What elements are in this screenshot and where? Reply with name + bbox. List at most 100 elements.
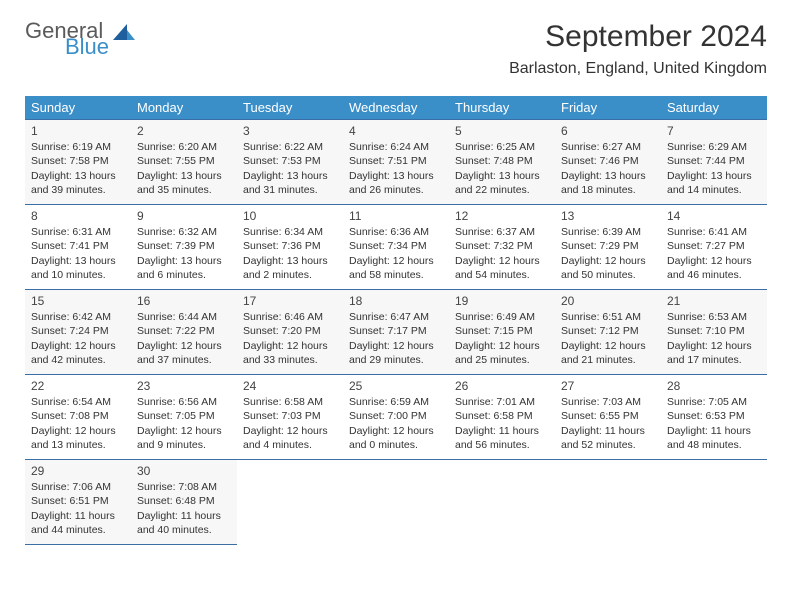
calendar-table: Sunday Monday Tuesday Wednesday Thursday… xyxy=(25,96,767,545)
daylight-text: Daylight: 12 hours and 33 minutes. xyxy=(243,339,337,367)
day-cell: 1Sunrise: 6:19 AMSunset: 7:58 PMDaylight… xyxy=(25,120,131,205)
day-number: 5 xyxy=(455,123,549,139)
daylight-text: Daylight: 13 hours and 22 minutes. xyxy=(455,169,549,197)
sunset-text: Sunset: 7:10 PM xyxy=(667,324,761,338)
sunset-text: Sunset: 6:51 PM xyxy=(31,494,125,508)
sunset-text: Sunset: 7:22 PM xyxy=(137,324,231,338)
sunrise-text: Sunrise: 6:47 AM xyxy=(349,310,443,324)
sunset-text: Sunset: 7:41 PM xyxy=(31,239,125,253)
day-cell: 17Sunrise: 6:46 AMSunset: 7:20 PMDayligh… xyxy=(237,290,343,375)
logo: General Blue xyxy=(25,20,135,58)
sunset-text: Sunset: 7:48 PM xyxy=(455,154,549,168)
daylight-text: Daylight: 13 hours and 26 minutes. xyxy=(349,169,443,197)
daylight-text: Daylight: 13 hours and 2 minutes. xyxy=(243,254,337,282)
sunrise-text: Sunrise: 6:29 AM xyxy=(667,140,761,154)
daylight-text: Daylight: 12 hours and 54 minutes. xyxy=(455,254,549,282)
sunrise-text: Sunrise: 6:20 AM xyxy=(137,140,231,154)
sunrise-text: Sunrise: 6:37 AM xyxy=(455,225,549,239)
sunrise-text: Sunrise: 7:01 AM xyxy=(455,395,549,409)
day-number: 16 xyxy=(137,293,231,309)
day-cell: 3Sunrise: 6:22 AMSunset: 7:53 PMDaylight… xyxy=(237,120,343,205)
day-cell: 9Sunrise: 6:32 AMSunset: 7:39 PMDaylight… xyxy=(131,205,237,290)
day-cell xyxy=(555,460,661,545)
day-cell: 29Sunrise: 7:06 AMSunset: 6:51 PMDayligh… xyxy=(25,460,131,545)
sunrise-text: Sunrise: 6:31 AM xyxy=(31,225,125,239)
day-number: 17 xyxy=(243,293,337,309)
daylight-text: Daylight: 13 hours and 39 minutes. xyxy=(31,169,125,197)
daylight-text: Daylight: 12 hours and 58 minutes. xyxy=(349,254,443,282)
day-cell: 24Sunrise: 6:58 AMSunset: 7:03 PMDayligh… xyxy=(237,375,343,460)
sunrise-text: Sunrise: 6:49 AM xyxy=(455,310,549,324)
sunset-text: Sunset: 7:17 PM xyxy=(349,324,443,338)
logo-word2: Blue xyxy=(65,36,109,58)
sunrise-text: Sunrise: 6:59 AM xyxy=(349,395,443,409)
day-number: 22 xyxy=(31,378,125,394)
day-cell: 23Sunrise: 6:56 AMSunset: 7:05 PMDayligh… xyxy=(131,375,237,460)
sunrise-text: Sunrise: 6:19 AM xyxy=(31,140,125,154)
day-number: 13 xyxy=(561,208,655,224)
day-number: 7 xyxy=(667,123,761,139)
sunrise-text: Sunrise: 6:51 AM xyxy=(561,310,655,324)
daylight-text: Daylight: 12 hours and 0 minutes. xyxy=(349,424,443,452)
day-number: 14 xyxy=(667,208,761,224)
day-cell: 10Sunrise: 6:34 AMSunset: 7:36 PMDayligh… xyxy=(237,205,343,290)
sunrise-text: Sunrise: 6:32 AM xyxy=(137,225,231,239)
sunrise-text: Sunrise: 6:34 AM xyxy=(243,225,337,239)
daylight-text: Daylight: 13 hours and 35 minutes. xyxy=(137,169,231,197)
sunset-text: Sunset: 7:12 PM xyxy=(561,324,655,338)
day-cell: 19Sunrise: 6:49 AMSunset: 7:15 PMDayligh… xyxy=(449,290,555,375)
daylight-text: Daylight: 11 hours and 56 minutes. xyxy=(455,424,549,452)
sunset-text: Sunset: 7:05 PM xyxy=(137,409,231,423)
col-tuesday: Tuesday xyxy=(237,96,343,120)
daylight-text: Daylight: 12 hours and 29 minutes. xyxy=(349,339,443,367)
sunrise-text: Sunrise: 7:08 AM xyxy=(137,480,231,494)
day-cell xyxy=(661,460,767,545)
day-cell: 12Sunrise: 6:37 AMSunset: 7:32 PMDayligh… xyxy=(449,205,555,290)
day-number: 11 xyxy=(349,208,443,224)
sunset-text: Sunset: 7:39 PM xyxy=(137,239,231,253)
header: General Blue September 2024 Barlaston, E… xyxy=(25,20,767,78)
sail-icon xyxy=(113,22,135,49)
daylight-text: Daylight: 13 hours and 6 minutes. xyxy=(137,254,231,282)
week-row: 22Sunrise: 6:54 AMSunset: 7:08 PMDayligh… xyxy=(25,375,767,460)
day-number: 26 xyxy=(455,378,549,394)
day-header-row: Sunday Monday Tuesday Wednesday Thursday… xyxy=(25,96,767,120)
day-cell: 5Sunrise: 6:25 AMSunset: 7:48 PMDaylight… xyxy=(449,120,555,205)
day-number: 10 xyxy=(243,208,337,224)
day-number: 1 xyxy=(31,123,125,139)
day-number: 23 xyxy=(137,378,231,394)
sunrise-text: Sunrise: 6:39 AM xyxy=(561,225,655,239)
sunset-text: Sunset: 7:55 PM xyxy=(137,154,231,168)
day-number: 12 xyxy=(455,208,549,224)
sunrise-text: Sunrise: 6:42 AM xyxy=(31,310,125,324)
col-friday: Friday xyxy=(555,96,661,120)
daylight-text: Daylight: 12 hours and 25 minutes. xyxy=(455,339,549,367)
day-cell: 13Sunrise: 6:39 AMSunset: 7:29 PMDayligh… xyxy=(555,205,661,290)
day-cell: 6Sunrise: 6:27 AMSunset: 7:46 PMDaylight… xyxy=(555,120,661,205)
day-cell: 28Sunrise: 7:05 AMSunset: 6:53 PMDayligh… xyxy=(661,375,767,460)
sunrise-text: Sunrise: 6:22 AM xyxy=(243,140,337,154)
sunrise-text: Sunrise: 6:46 AM xyxy=(243,310,337,324)
daylight-text: Daylight: 12 hours and 13 minutes. xyxy=(31,424,125,452)
sunset-text: Sunset: 7:46 PM xyxy=(561,154,655,168)
day-number: 9 xyxy=(137,208,231,224)
day-cell xyxy=(237,460,343,545)
day-cell: 21Sunrise: 6:53 AMSunset: 7:10 PMDayligh… xyxy=(661,290,767,375)
day-cell: 22Sunrise: 6:54 AMSunset: 7:08 PMDayligh… xyxy=(25,375,131,460)
sunset-text: Sunset: 7:53 PM xyxy=(243,154,337,168)
sunset-text: Sunset: 6:58 PM xyxy=(455,409,549,423)
day-number: 21 xyxy=(667,293,761,309)
day-cell: 26Sunrise: 7:01 AMSunset: 6:58 PMDayligh… xyxy=(449,375,555,460)
sunrise-text: Sunrise: 6:27 AM xyxy=(561,140,655,154)
day-number: 24 xyxy=(243,378,337,394)
daylight-text: Daylight: 12 hours and 46 minutes. xyxy=(667,254,761,282)
day-cell: 25Sunrise: 6:59 AMSunset: 7:00 PMDayligh… xyxy=(343,375,449,460)
sunset-text: Sunset: 6:48 PM xyxy=(137,494,231,508)
sunset-text: Sunset: 7:00 PM xyxy=(349,409,443,423)
sunset-text: Sunset: 7:58 PM xyxy=(31,154,125,168)
day-cell: 11Sunrise: 6:36 AMSunset: 7:34 PMDayligh… xyxy=(343,205,449,290)
day-number: 29 xyxy=(31,463,125,479)
daylight-text: Daylight: 13 hours and 31 minutes. xyxy=(243,169,337,197)
sunset-text: Sunset: 6:55 PM xyxy=(561,409,655,423)
daylight-text: Daylight: 12 hours and 4 minutes. xyxy=(243,424,337,452)
